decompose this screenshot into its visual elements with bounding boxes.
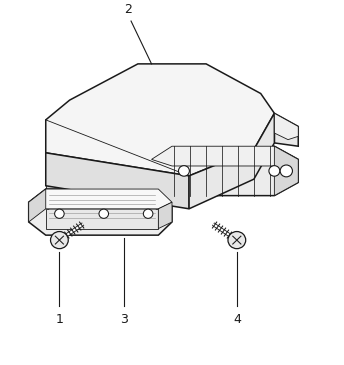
Polygon shape (29, 189, 46, 222)
Polygon shape (46, 176, 69, 189)
Circle shape (51, 231, 68, 249)
Circle shape (143, 209, 153, 218)
Polygon shape (46, 153, 189, 209)
Text: 3: 3 (120, 312, 128, 326)
Polygon shape (189, 113, 275, 209)
Polygon shape (46, 209, 158, 228)
Text: 1: 1 (55, 312, 63, 326)
Polygon shape (29, 189, 172, 235)
Polygon shape (275, 113, 298, 140)
Polygon shape (158, 202, 172, 228)
Text: 2: 2 (124, 3, 131, 16)
Polygon shape (29, 189, 172, 209)
Circle shape (280, 165, 292, 177)
Text: 4: 4 (233, 312, 241, 326)
Polygon shape (151, 146, 298, 196)
Circle shape (228, 231, 246, 249)
Polygon shape (275, 113, 298, 146)
Circle shape (99, 209, 109, 218)
Circle shape (269, 166, 280, 176)
Polygon shape (151, 146, 298, 166)
Polygon shape (275, 146, 298, 196)
Circle shape (179, 166, 190, 176)
Polygon shape (46, 64, 275, 176)
Circle shape (55, 209, 64, 218)
